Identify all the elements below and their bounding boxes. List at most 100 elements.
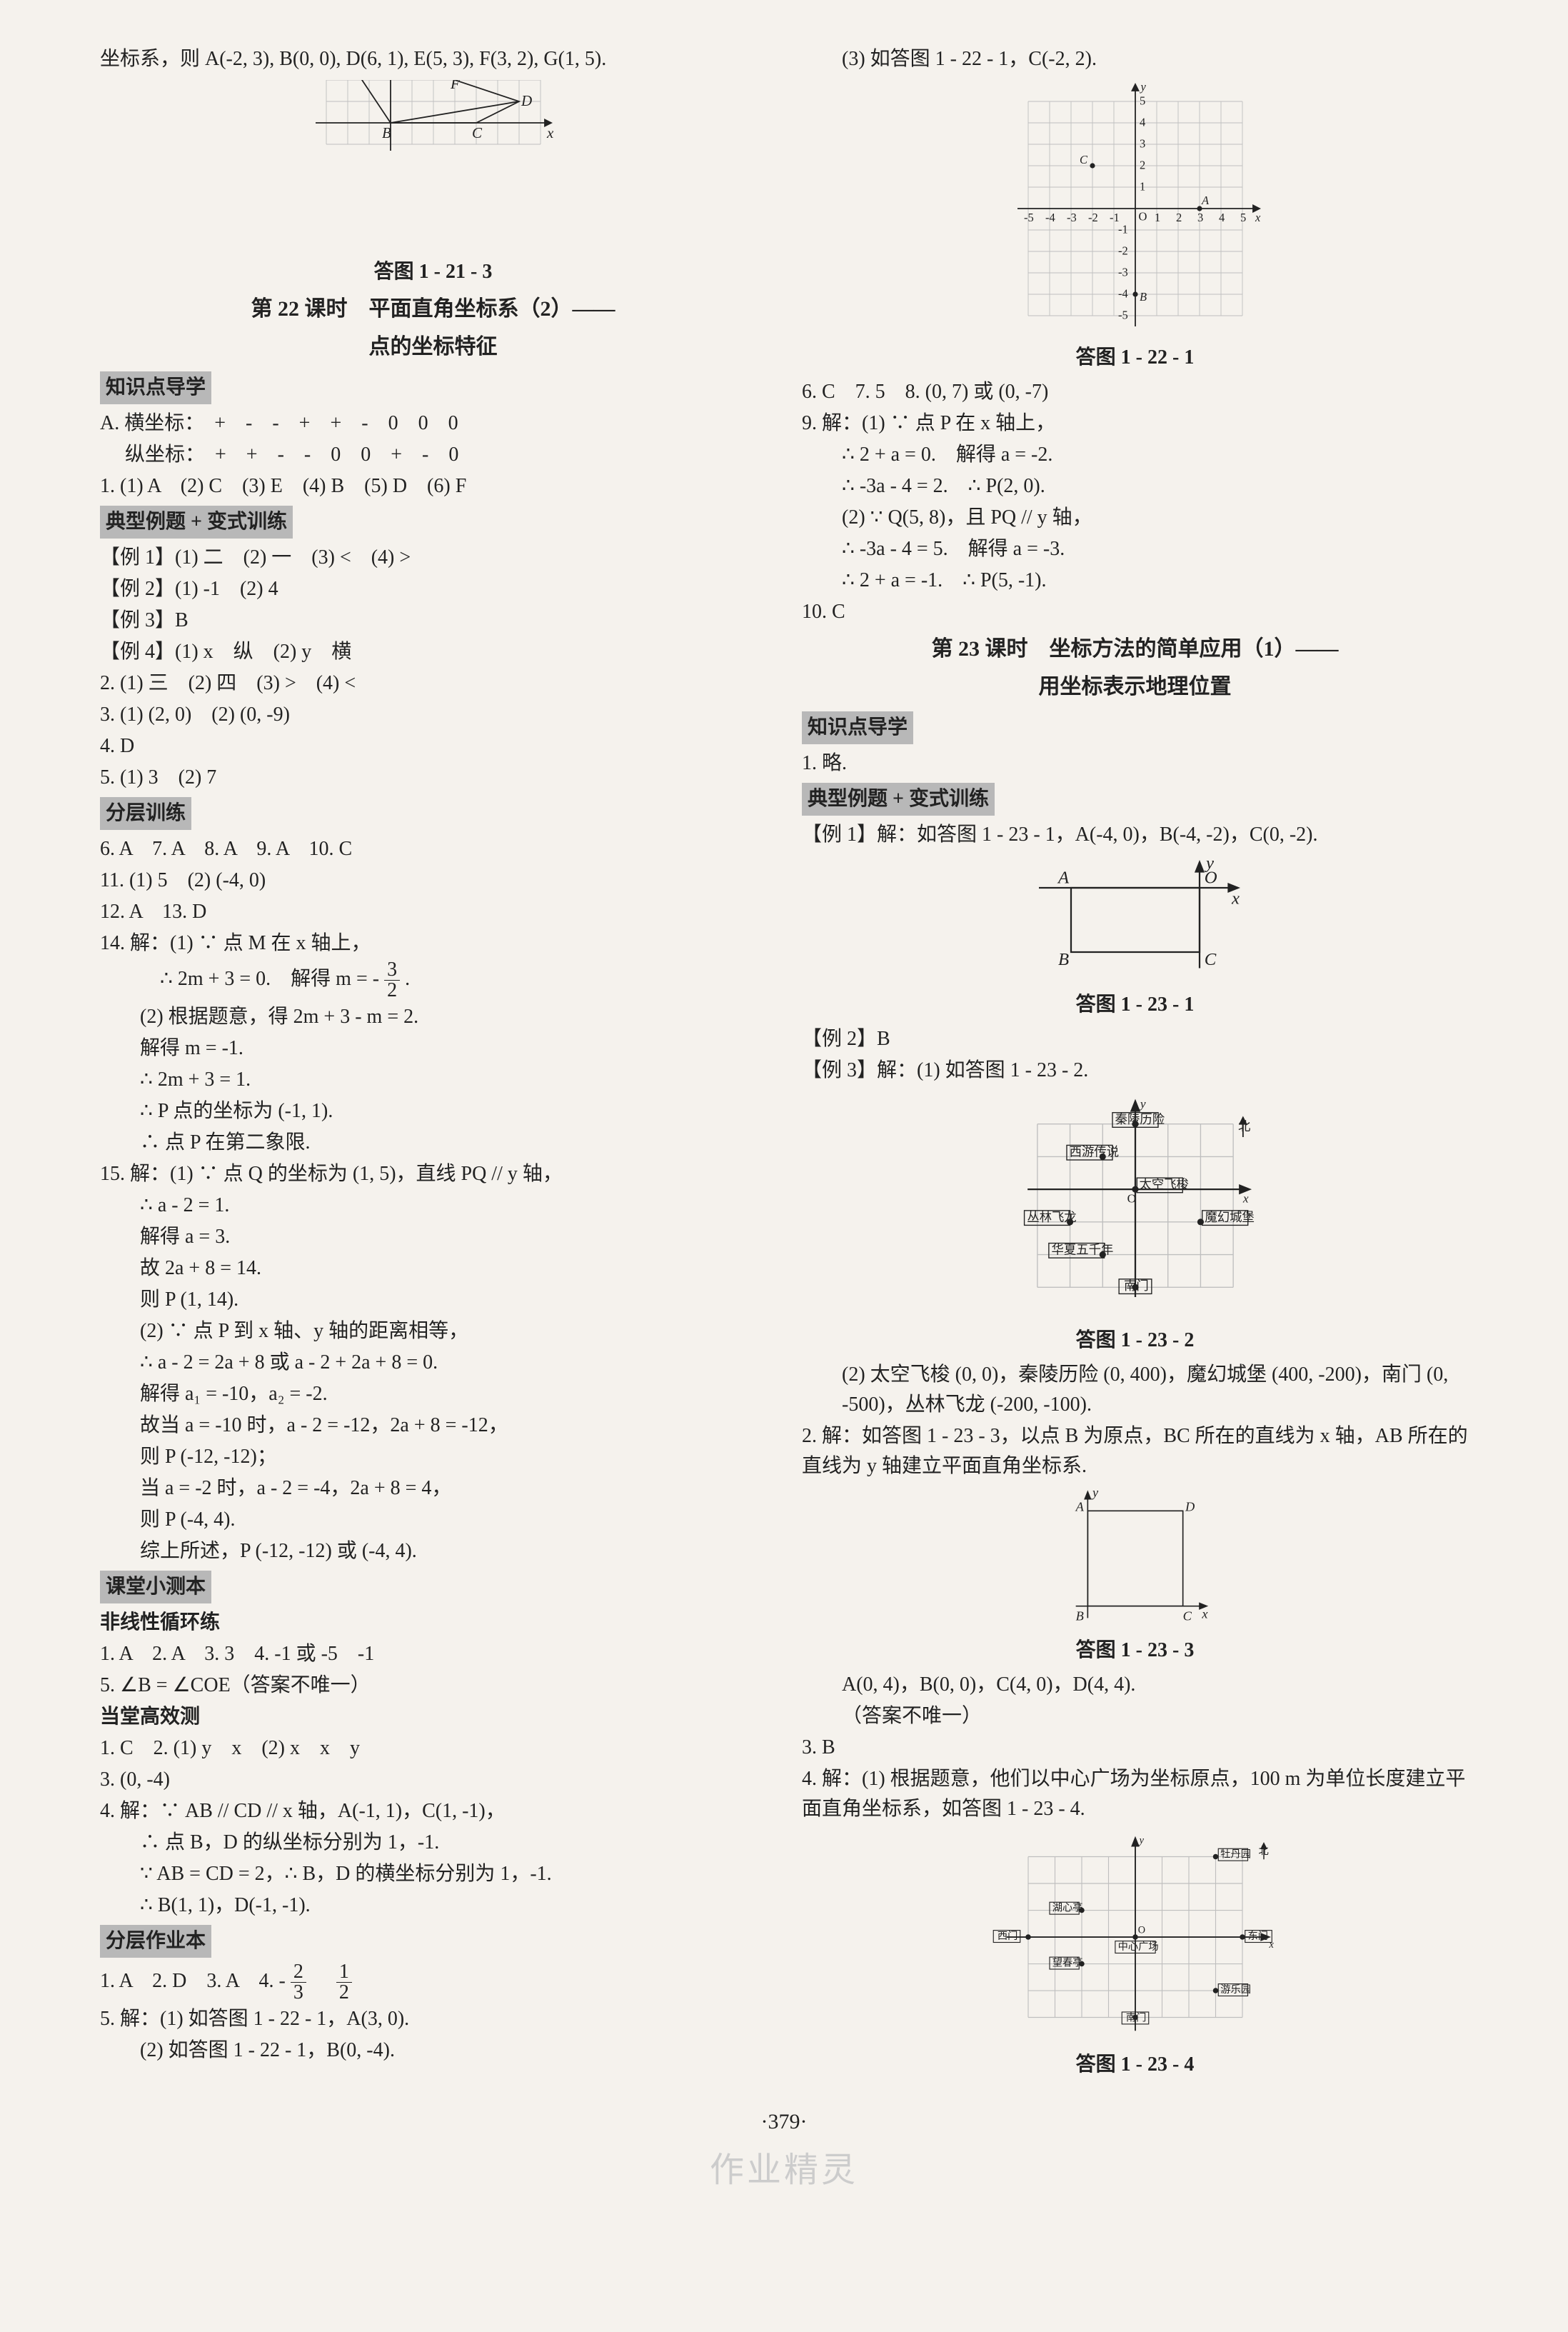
svg-text:华夏五千年: 华夏五千年 (1051, 1243, 1113, 1257)
svg-text:2: 2 (1140, 159, 1145, 172)
hw1-f2: 12 (336, 1962, 352, 2003)
l11: 11. (1) 5 (2) (-4, 0) (100, 866, 766, 896)
h1: 1. C 2. (1) y x (2) x x y (100, 1733, 766, 1763)
svg-text:C: C (1182, 1609, 1192, 1623)
svg-text:A: A (1057, 868, 1070, 887)
p3: 3. (1) (2, 0) (2) (0, -9) (100, 700, 766, 730)
ex4: 【例 4】(1) x 纵 (2) y 横 (100, 637, 766, 667)
lesson-22-sub: 点的坐标特征 (100, 331, 766, 363)
svg-text:-3: -3 (1067, 211, 1077, 224)
l15-8: 解得 a₁ = -10，a₂ = -2. (100, 1379, 766, 1409)
ex3-1: 【例 3】解：(1) 如答图 1 - 23 - 2. (802, 1056, 1468, 1086)
k1: 1. 略. (802, 749, 1468, 779)
row-a2: 纵坐标： + + - - 0 0 + - 0 (100, 440, 766, 470)
svg-text:y: y (1204, 856, 1214, 873)
r6: 6. C 7. 5 8. (0, 7) 或 (0, -7) (802, 377, 1468, 407)
svg-text:牡丹园: 牡丹园 (1220, 1848, 1251, 1861)
row-a1: A. 横坐标： + - - + + - 0 0 0 (100, 409, 766, 439)
l12: 12. A 13. D (100, 897, 766, 927)
l15-12: 则 P (-4, 4). (100, 1505, 766, 1535)
left-column: 坐标系，则 A(-2, 3), B(0, 0), D(6, 1), E(5, 3… (100, 43, 766, 2084)
r9-1: 9. 解：(1) ∵ 点 P 在 x 轴上， (802, 409, 1468, 439)
r9-4: (2) ∵ Q(5, 8)，且 PQ // y 轴， (802, 503, 1468, 533)
l6: 6. A 7. A 8. A 9. A 10. C (100, 834, 766, 864)
p5: 5. (1) 3 (2) 7 (100, 763, 766, 793)
svg-text:D: D (1185, 1499, 1195, 1513)
fig-1-21-3-caption: 答图 1 - 21 - 3 (100, 257, 766, 287)
fig-1-23-1-caption: 答图 1 - 23 - 1 (802, 990, 1468, 1020)
svg-text:东门: 东门 (1247, 1930, 1268, 1942)
svg-text:湖心亭: 湖心亭 (1052, 1901, 1082, 1914)
l15-5: 则 P (1, 14). (100, 1285, 766, 1315)
l15-4: 故 2a + 8 = 14. (100, 1253, 766, 1283)
ex2-r: 【例 2】B (802, 1024, 1468, 1054)
svg-text:y: y (1137, 1835, 1144, 1846)
svg-text:南门: 南门 (1125, 2011, 1146, 2023)
l15-6: (2) ∵ 点 P 到 x 轴、y 轴的距离相等， (100, 1316, 766, 1346)
svg-text:O: O (1138, 210, 1147, 224)
svg-text:B: B (1075, 1609, 1083, 1623)
svg-text:-5: -5 (1024, 211, 1034, 224)
svg-text:y: y (1139, 80, 1146, 94)
sec-knowledge: 知识点导学 (100, 371, 211, 404)
h4-4: ∴ B(1, 1)，D(-1, -1). (100, 1891, 766, 1921)
svg-text:-2: -2 (1118, 244, 1128, 258)
svg-text:-4: -4 (1045, 211, 1055, 224)
svg-text:4: 4 (1219, 211, 1225, 224)
sub-loop: 非线性循环练 (100, 1608, 766, 1638)
l15-9: 故当 a = -10 时，a - 2 = -12，2a + 8 = -12， (100, 1411, 766, 1441)
ex1: 【例 1】(1) 二 (2) 一 (3) < (4) > (100, 543, 766, 573)
svg-text:x: x (546, 124, 554, 141)
l14-4: 解得 m = -1. (100, 1034, 766, 1064)
ex1-1: 【例 1】解：如答图 1 - 23 - 1，A(-4, 0)，B(-4, -2)… (802, 820, 1468, 850)
l14-6: ∴ P 点的坐标为 (-1, 1). (100, 1096, 766, 1126)
svg-text:y: y (1138, 1097, 1145, 1111)
svg-text:游乐园: 游乐园 (1220, 1983, 1251, 1996)
svg-text:A: A (1201, 194, 1210, 207)
svg-text:B: B (1058, 950, 1069, 969)
svg-text:A: A (1075, 1499, 1084, 1513)
r9-5: ∴ -3a - 4 = 5. 解得 a = -3. (802, 534, 1468, 564)
svg-text:魔幻城堡: 魔幻城堡 (1205, 1211, 1254, 1224)
lesson-22-title: 第 22 课时 平面直角坐标系（2）—— (100, 293, 766, 325)
svg-text:C: C (472, 124, 483, 141)
l15-7: ∴ a - 2 = 2a + 8 或 a - 2 + 2a + 8 = 0. (100, 1348, 766, 1378)
hw1: 1. A 2. D 3. A 4. - 23 12 (100, 1962, 766, 2003)
svg-text:2: 2 (1176, 211, 1182, 224)
svg-text:5: 5 (1240, 211, 1246, 224)
p4-1: 4. 解：(1) 根据题意，他们以中心广场为坐标原点，100 m 为单位长度建立… (802, 1764, 1468, 1824)
sec-knowledge-r: 知识点导学 (802, 711, 913, 744)
r9-2: ∴ 2 + a = 0. 解得 a = -2. (802, 440, 1468, 470)
sec-class: 课堂小测本 (100, 1571, 211, 1603)
l15-2: ∴ a - 2 = 1. (100, 1191, 766, 1221)
l14-2b: . (405, 968, 410, 990)
l14-5: ∴ 2m + 3 = 1. (100, 1065, 766, 1095)
c1: 1. A 2. A 3. 3 4. -1 或 -5 -1 (100, 1639, 766, 1669)
sec-layer: 分层训练 (100, 797, 191, 830)
svg-text:望春亭: 望春亭 (1052, 1956, 1082, 1969)
fig-1-21-3: ABCDEFGxy (305, 80, 562, 251)
l15-11: 当 a = -2 时，a - 2 = -4，2a + 8 = 4， (100, 1473, 766, 1503)
right-column: (3) 如答图 1 - 22 - 1，C(-2, 2). -5-4-3-2-1 … (802, 43, 1468, 2084)
svg-text:中心广场: 中心广场 (1117, 1941, 1158, 1953)
svg-text:-5: -5 (1118, 309, 1128, 322)
svg-text:3: 3 (1140, 137, 1145, 151)
fig-1-23-2: O 太空飞梭 秦陵历险 西游传说 丛林飞龙 魔幻城堡 华夏五千年 南门 北 xy (985, 1091, 1285, 1320)
sub-high: 当堂高效测 (100, 1702, 766, 1732)
svg-text:-2: -2 (1088, 211, 1098, 224)
h4-2: ∴ 点 B，D 的纵坐标分别为 1，-1. (100, 1828, 766, 1858)
sec-example-r: 典型例题 + 变式训练 (802, 783, 995, 816)
fig-1-23-1: ABCO xy (1021, 856, 1250, 984)
page-columns: 坐标系，则 A(-2, 3), B(0, 0), D(6, 1), E(5, 3… (100, 43, 1468, 2084)
ex3-2: (2) 太空飞梭 (0, 0)，秦陵历险 (0, 400)，魔幻城堡 (400,… (802, 1360, 1468, 1420)
svg-text:南门: 南门 (1124, 1279, 1149, 1293)
fig-1-23-2-caption: 答图 1 - 23 - 2 (802, 1326, 1468, 1356)
h4-3: ∵ AB = CD = 2，∴ B，D 的横坐标分别为 1，-1. (100, 1859, 766, 1889)
svg-text:B: B (382, 124, 391, 141)
p4: 4. D (100, 731, 766, 761)
ex2: 【例 2】(1) -1 (2) 4 (100, 574, 766, 604)
svg-text:O: O (1137, 1924, 1145, 1936)
svg-text:1: 1 (1155, 211, 1160, 224)
l15-10: 则 P (-12, -12)； (100, 1442, 766, 1472)
hw1a: 1. A 2. D 3. A 4. - (100, 1970, 286, 1992)
